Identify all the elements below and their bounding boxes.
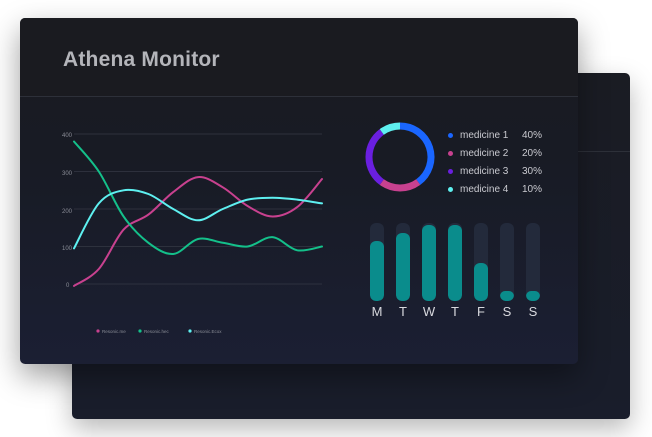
legend-row-medicine-2: medicine 2 20% xyxy=(448,144,578,162)
donut-slice-medicine-2 xyxy=(379,179,421,192)
bar-fill xyxy=(448,225,462,301)
legend-dot xyxy=(448,186,453,192)
bar-day-label: W xyxy=(422,304,436,319)
legend-row-medicine-1: medicine 1 40% xyxy=(448,126,578,144)
bar-track xyxy=(370,223,384,301)
legend-label: Resonic.hec xyxy=(144,329,170,334)
legend-row-medicine-3: medicine 3 30% xyxy=(448,162,578,180)
panel-header: Athena Monitor xyxy=(20,18,578,97)
legend-marker xyxy=(138,329,142,333)
bar-day-label: S xyxy=(528,304,538,319)
line-chart-y-axis: 400 300 200 100 0 xyxy=(62,133,73,289)
legend-marker xyxy=(96,329,100,333)
background-panel-divider xyxy=(578,151,630,152)
donut-legend: medicine 1 40% medicine 2 20% medicine 3… xyxy=(448,126,578,198)
bar-day-label: T xyxy=(451,304,459,319)
series-line-resonic-me xyxy=(73,176,323,287)
bar-track xyxy=(448,223,462,301)
legend-label: Resonic.Ecox xyxy=(194,329,222,334)
line-chart-grid xyxy=(74,133,322,285)
bar-fill xyxy=(500,290,514,301)
series-line-resonic-ecox xyxy=(73,188,323,250)
legend-row-medicine-4: medicine 4 10% xyxy=(448,180,578,198)
y-tick-label: 0 xyxy=(66,283,70,289)
bar-day-label: T xyxy=(399,304,407,319)
donut-slice-medicine-1 xyxy=(399,122,435,185)
bar-track xyxy=(526,223,540,301)
donut-chart xyxy=(365,122,435,192)
legend-dot xyxy=(448,132,453,138)
series-line-resonic-hec xyxy=(73,140,323,256)
legend-percent: 10% xyxy=(522,183,543,195)
bar-track xyxy=(396,223,410,301)
app-title: Athena Monitor xyxy=(63,48,220,71)
donut-slice-medicine-4 xyxy=(379,122,401,135)
legend-dot xyxy=(448,168,453,174)
bar-fill xyxy=(474,262,488,301)
legend-name: medicine 1 xyxy=(460,129,509,141)
bar-day-label: M xyxy=(371,304,383,319)
line-chart: 400 300 200 100 0 Resonic.me Resonic.hec… xyxy=(62,133,323,334)
donut-slices xyxy=(365,122,435,192)
bar-fill xyxy=(370,240,384,301)
y-tick-label: 300 xyxy=(62,171,73,177)
y-tick-label: 400 xyxy=(62,133,73,139)
legend-label: Resonic.me xyxy=(102,329,126,334)
line-chart-series xyxy=(73,140,323,287)
bar-fill xyxy=(526,290,540,301)
bar-day-label: F xyxy=(477,304,485,319)
legend-percent: 40% xyxy=(522,129,543,141)
y-tick-label: 200 xyxy=(62,209,73,215)
bar-track xyxy=(422,223,436,301)
bar-track xyxy=(474,223,488,301)
legend-percent: 30% xyxy=(522,165,543,177)
weekly-bar-chart: M T W T F S S xyxy=(365,223,550,328)
bar-track xyxy=(500,223,514,301)
legend-name: medicine 3 xyxy=(460,165,509,177)
bar-fill xyxy=(422,225,436,301)
legend-name: medicine 4 xyxy=(460,183,509,195)
legend-dot xyxy=(448,150,453,156)
monitor-panel: Athena Monitor 400 300 200 100 0 Resonic… xyxy=(20,18,578,364)
bar-fill xyxy=(396,233,410,301)
donut-slice-medicine-3 xyxy=(365,129,384,185)
legend-marker xyxy=(188,329,192,333)
bar-day-label: S xyxy=(502,304,512,319)
line-chart-legend: Resonic.me Resonic.hec Resonic.Ecox xyxy=(96,329,222,334)
y-tick-label: 100 xyxy=(62,246,73,252)
legend-name: medicine 2 xyxy=(460,147,509,159)
legend-percent: 20% xyxy=(522,147,543,159)
